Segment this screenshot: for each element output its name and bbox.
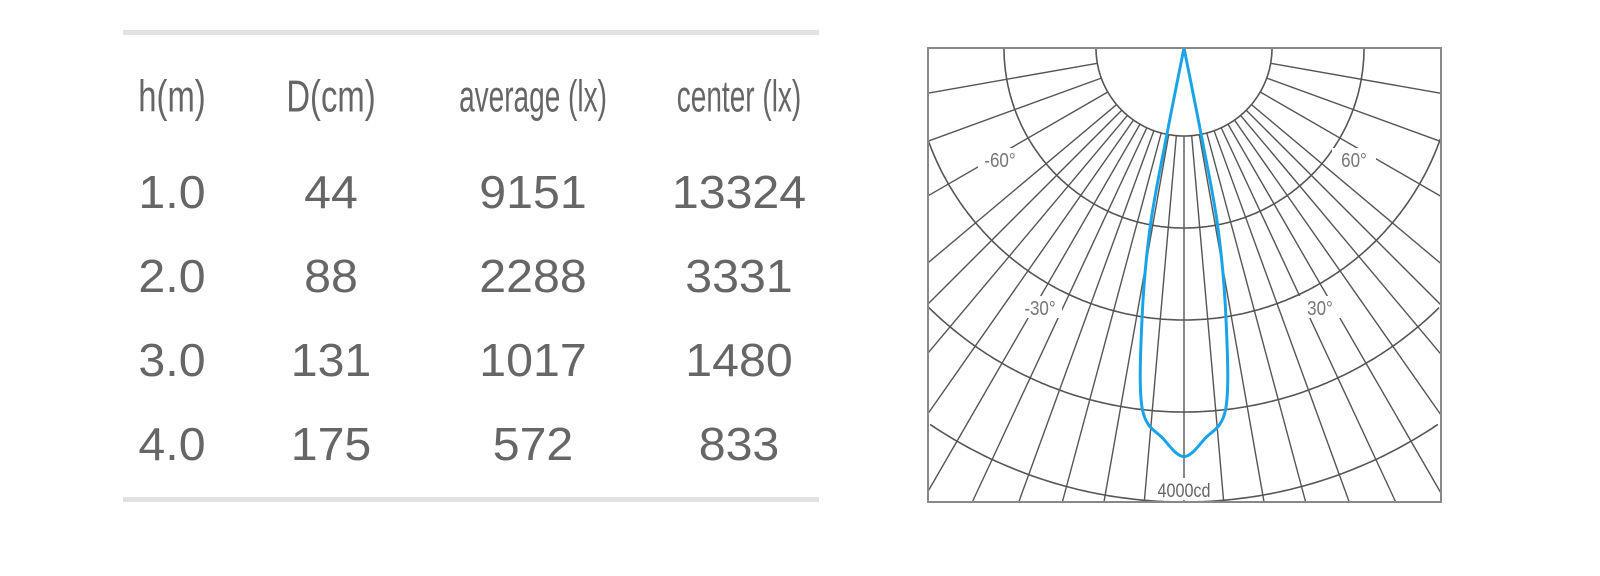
polar-spoke xyxy=(927,104,1118,264)
table-cell: 1017 xyxy=(479,334,587,386)
angle-label-bg xyxy=(1298,296,1342,318)
polar-spoke xyxy=(1198,134,1265,503)
photometric-table: h(m) D(cm) average (lx) center (lx) 1.0 4… xyxy=(123,30,819,504)
table-cell: 4.0 xyxy=(138,418,206,470)
angle-label: -60° xyxy=(984,149,1015,172)
table-top-rule xyxy=(123,30,819,35)
table-bottom-rule xyxy=(123,497,819,502)
table-cell: 572 xyxy=(492,418,574,470)
polar-spoke xyxy=(1250,104,1442,265)
angle-label-bg xyxy=(1332,148,1376,170)
intensity-curve xyxy=(1138,47,1230,459)
table-cell: 44 xyxy=(304,166,358,218)
table-cell: 2.0 xyxy=(138,250,206,302)
polar-spoke xyxy=(927,109,1123,305)
polar-spoke xyxy=(1245,109,1442,306)
polar-spoke xyxy=(927,114,1128,354)
polar-spoke xyxy=(927,77,1102,142)
polar-spoke xyxy=(1233,119,1442,416)
diagram-frame xyxy=(927,47,1442,503)
polar-spoke xyxy=(927,119,1135,415)
polar-spoke xyxy=(1061,132,1162,503)
polar-spoke xyxy=(1266,77,1442,143)
polar-spoke xyxy=(1213,130,1350,503)
polar-spoke xyxy=(1240,114,1442,355)
table-cell: 1.0 xyxy=(138,166,206,218)
polar-spoke xyxy=(1018,130,1155,503)
table-cell: 13324 xyxy=(671,166,807,218)
polar-ring xyxy=(1095,48,1273,137)
polar-spoke xyxy=(1103,134,1170,503)
angle-label-bg xyxy=(978,148,1022,170)
polar-spoke xyxy=(927,91,1109,197)
header-average: average (lx) xyxy=(459,72,607,122)
radial-label-bg xyxy=(1150,478,1218,500)
polar-ring xyxy=(927,138,1442,321)
table-cell: 3331 xyxy=(685,250,793,302)
polar-spoke xyxy=(1190,135,1225,503)
polar-spoke xyxy=(1259,91,1442,197)
table-cell: 175 xyxy=(290,418,372,470)
radial-scale-label: 4000cd xyxy=(1158,480,1211,502)
table-cell: 88 xyxy=(304,250,358,302)
table-cell: 2288 xyxy=(479,250,587,302)
table-cell: 131 xyxy=(290,334,372,386)
polar-spoke xyxy=(1270,62,1442,95)
header-height: h(m) xyxy=(138,72,206,122)
polar-spoke xyxy=(927,62,1098,94)
header-center: center (lx) xyxy=(676,72,802,122)
angle-label: 60° xyxy=(1341,149,1367,172)
polar-spoke xyxy=(1206,132,1307,503)
table-cell: 9151 xyxy=(479,166,587,218)
header-diameter: D(cm) xyxy=(286,72,376,122)
table-cell: 1480 xyxy=(685,334,793,386)
table-cell: 833 xyxy=(698,418,780,470)
table-cell: 3.0 xyxy=(138,334,206,386)
angle-label: 30° xyxy=(1307,297,1333,320)
angle-label-bg xyxy=(1018,296,1062,318)
polar-spoke xyxy=(1143,135,1178,503)
angle-label: -30° xyxy=(1024,297,1055,320)
